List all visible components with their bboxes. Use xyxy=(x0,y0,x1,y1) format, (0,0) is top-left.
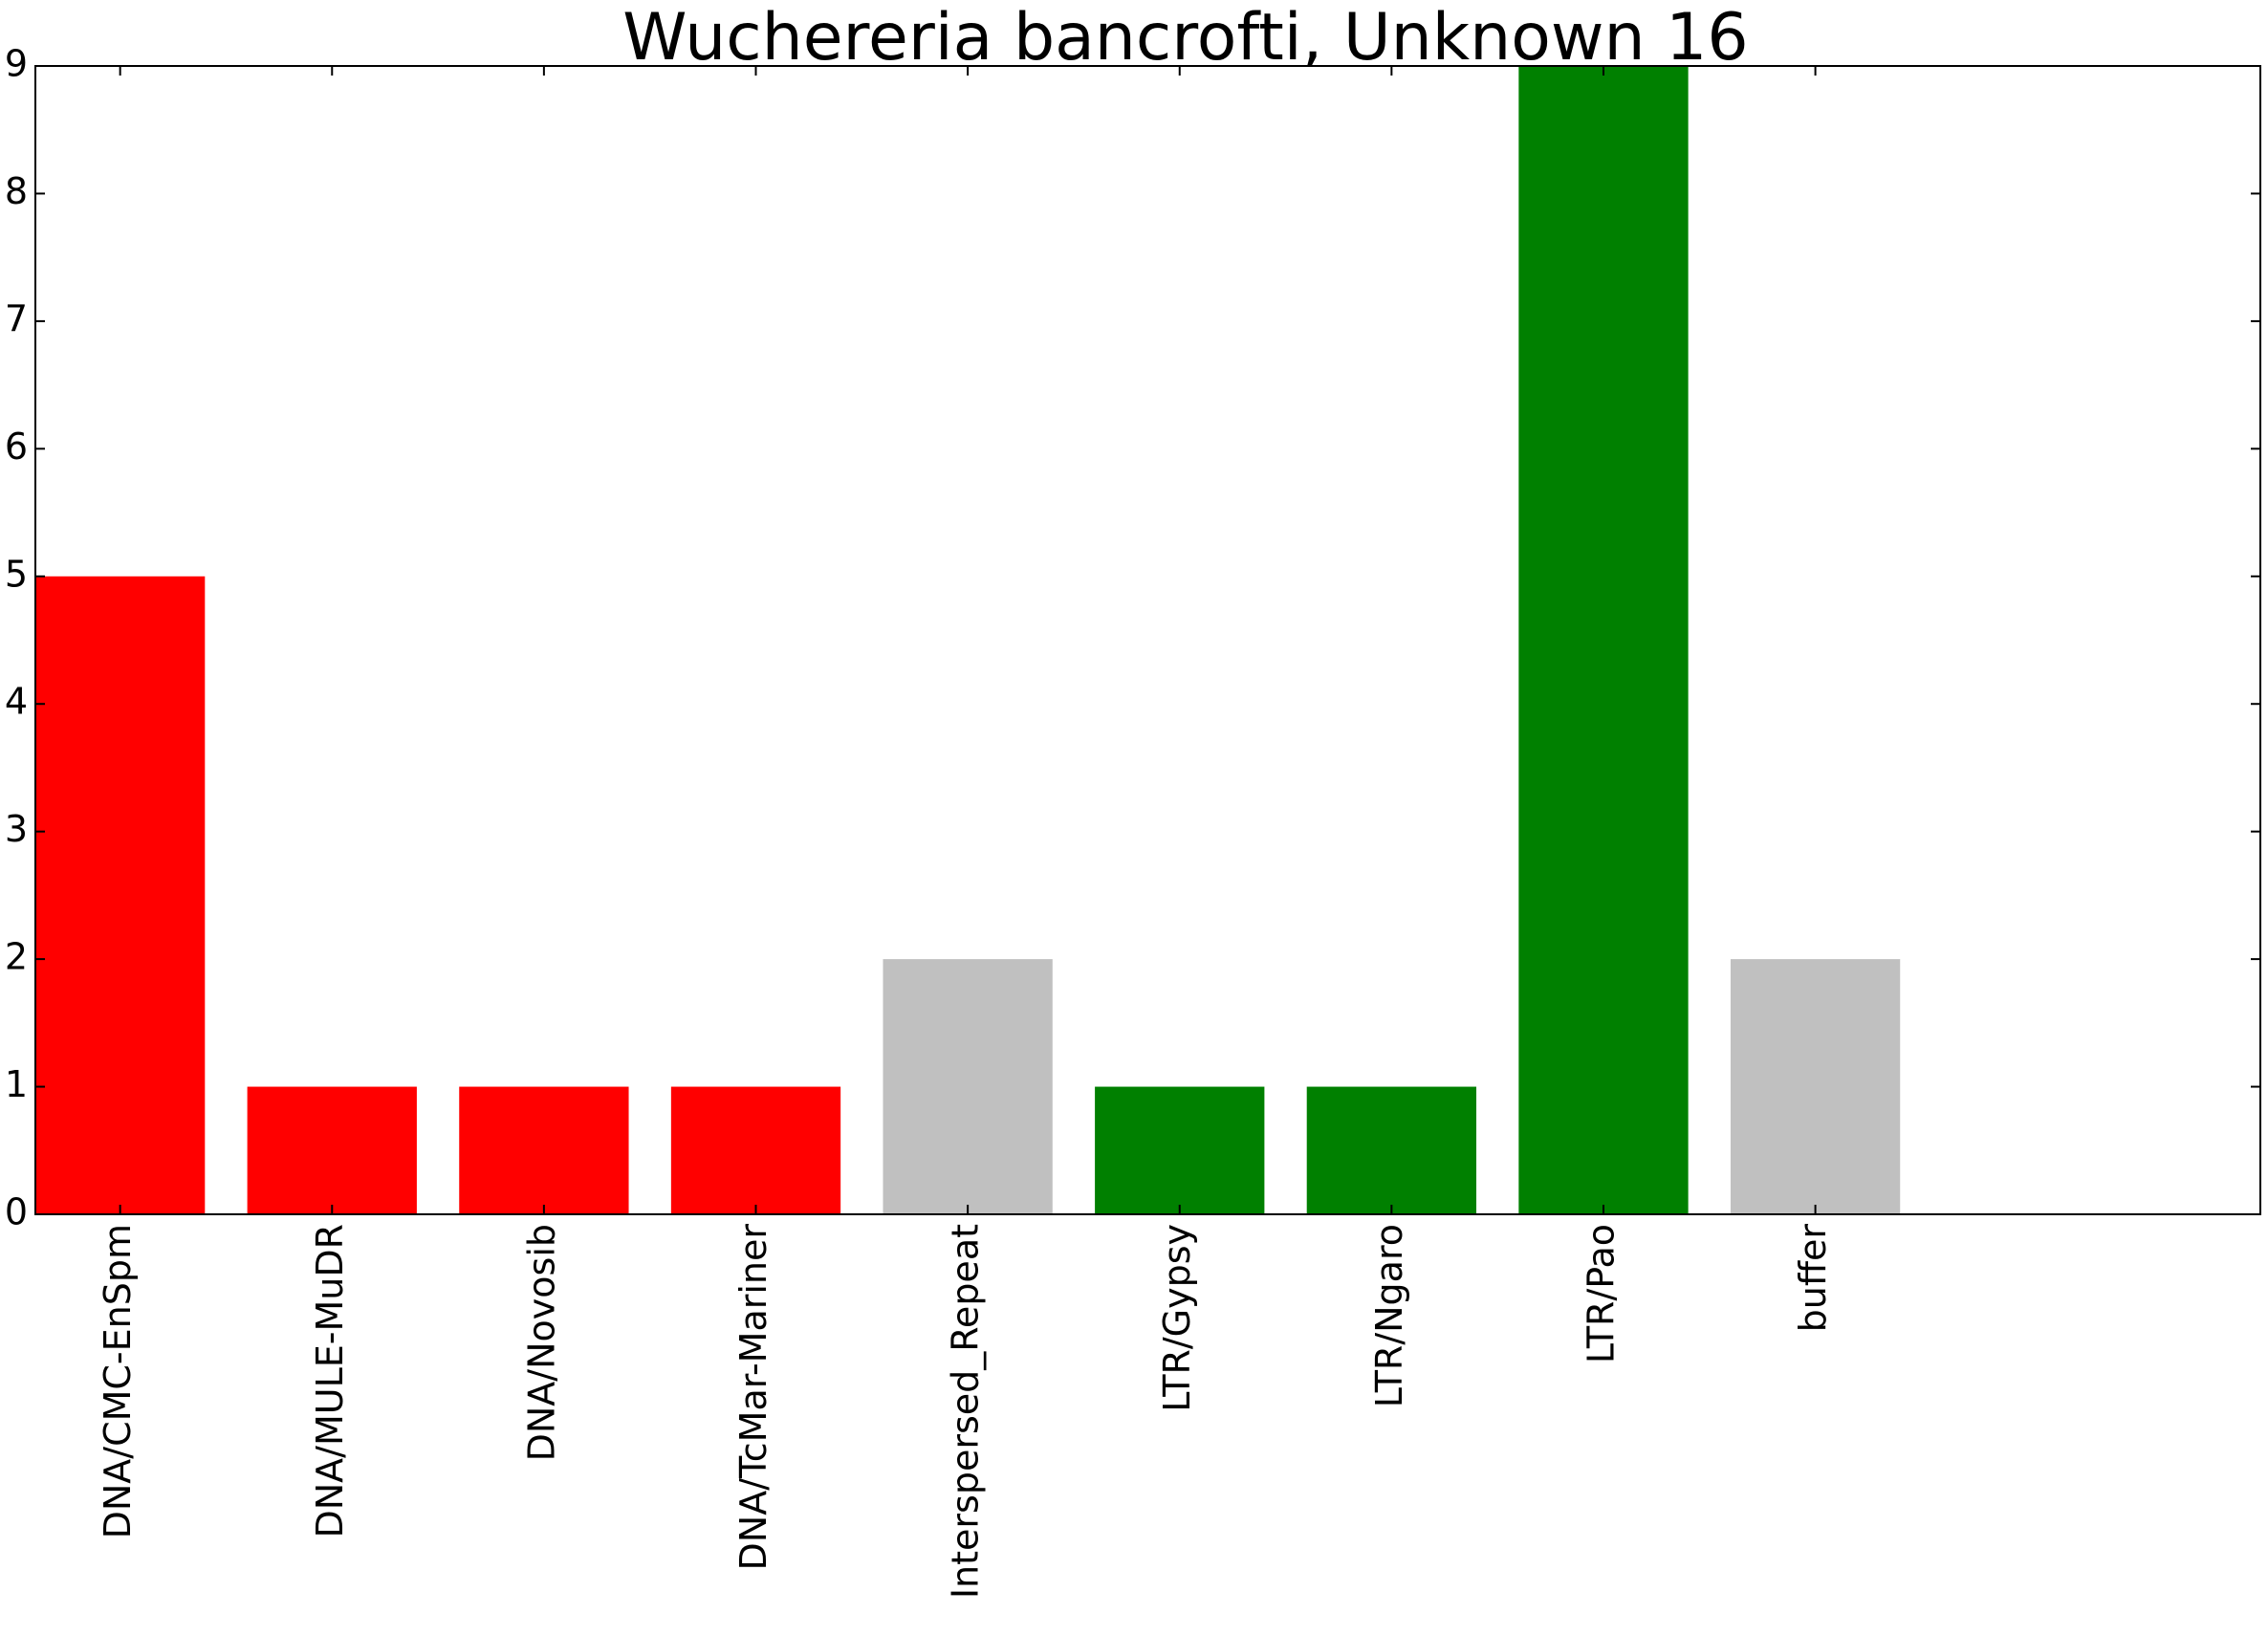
bar-3 xyxy=(670,1086,841,1214)
x-tick-label-4: Interspersed_Repeat xyxy=(945,1224,987,1599)
y-tick-label-4: 4 xyxy=(5,681,28,723)
y-tick-label-0: 0 xyxy=(5,1191,28,1233)
x-tick-label-7: LTR/Pao xyxy=(1580,1224,1622,1363)
bar-6 xyxy=(1306,1086,1477,1214)
bar-7 xyxy=(1518,66,1689,1214)
x-tick-label-2: DNA/Novosib xyxy=(520,1224,562,1461)
x-axis: DNA/CMC-EnSpm DNA/MULE-MuDR DNA/Novosib DNA… xyxy=(97,66,1834,1599)
y-tick-label-7: 7 xyxy=(5,297,28,339)
y-tick-label-6: 6 xyxy=(5,425,28,468)
x-tick-label-8: buffer xyxy=(1792,1224,1834,1333)
y-tick-label-1: 1 xyxy=(5,1063,28,1105)
bar-1 xyxy=(247,1086,417,1214)
bars-group xyxy=(35,66,1901,1214)
y-axis: 0 1 2 3 4 5 6 7 8 9 xyxy=(5,43,2260,1233)
bar-0 xyxy=(35,576,206,1214)
bar-2 xyxy=(459,1086,629,1214)
x-tick-label-1: DNA/MULE-MuDR xyxy=(309,1224,351,1538)
chart-title: Wuchereria bancrofti, Unknown 16 xyxy=(622,0,1748,76)
x-tick-label-0: DNA/CMC-EnSpm xyxy=(97,1224,139,1538)
bar-5 xyxy=(1095,1086,1265,1214)
y-tick-label-3: 3 xyxy=(5,808,28,850)
y-tick-label-8: 8 xyxy=(5,170,28,212)
y-tick-label-5: 5 xyxy=(5,553,28,595)
x-tick-label-6: LTR/Ngaro xyxy=(1368,1224,1410,1407)
y-tick-label-2: 2 xyxy=(5,936,28,978)
bar-8 xyxy=(1730,959,1901,1214)
bar-4 xyxy=(883,959,1053,1214)
x-tick-label-3: DNA/TcMar-Mariner xyxy=(732,1224,774,1571)
y-tick-label-9: 9 xyxy=(5,43,28,85)
plot-frame xyxy=(34,65,2261,1215)
x-tick-label-5: LTR/Gypsy xyxy=(1156,1224,1198,1412)
